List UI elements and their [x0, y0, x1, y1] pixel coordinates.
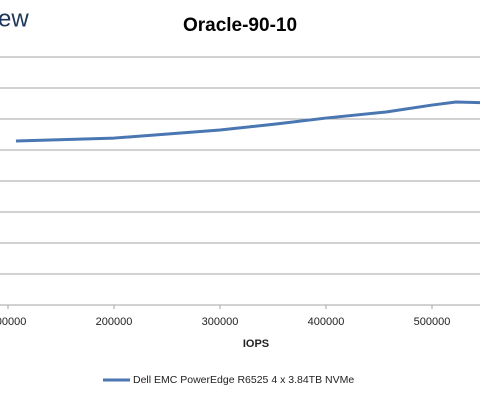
x-tick-label: 200000	[96, 316, 133, 328]
x-tick-label: 300000	[202, 316, 239, 328]
data-line	[15, 100, 480, 143]
logo: ew	[0, 5, 29, 32]
x-axis-title: IOPS	[243, 338, 269, 350]
x-tick-label: 400000	[308, 316, 345, 328]
legend-label: Dell EMC PowerEdge R6525 4 x 3.84TB NVMe	[133, 374, 354, 386]
x-tick-label: 500000	[414, 316, 451, 328]
chart-title: Oracle-90-10	[183, 15, 297, 36]
x-tick-label: 100000	[0, 316, 26, 328]
